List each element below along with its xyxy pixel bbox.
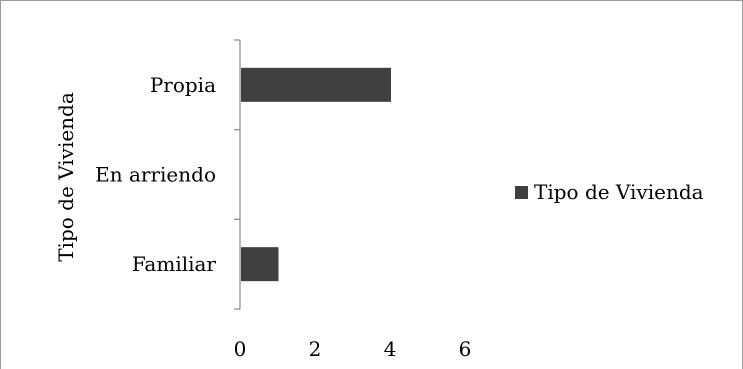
x-tick-label: 4 — [384, 337, 397, 361]
bar-familiar — [241, 247, 279, 282]
x-tick-label: 0 — [234, 337, 247, 361]
x-tick-labels: 0 2 4 6 — [234, 337, 472, 361]
legend-label: Tipo de Vivienda — [534, 180, 704, 204]
legend: Tipo de Vivienda — [515, 180, 704, 204]
category-label: Propia — [150, 73, 216, 97]
y-axis-title: Tipo de Vivienda — [54, 92, 78, 262]
axes — [234, 39, 241, 310]
category-label: Familiar — [132, 252, 217, 276]
bar-propia — [241, 67, 391, 102]
category-label: En arriendo — [95, 163, 216, 187]
x-tick-label: 2 — [309, 337, 322, 361]
x-tick-label: 6 — [459, 337, 472, 361]
legend-swatch — [515, 186, 528, 199]
category-labels: Propia En arriendo Familiar — [95, 73, 216, 276]
bars — [241, 67, 391, 282]
